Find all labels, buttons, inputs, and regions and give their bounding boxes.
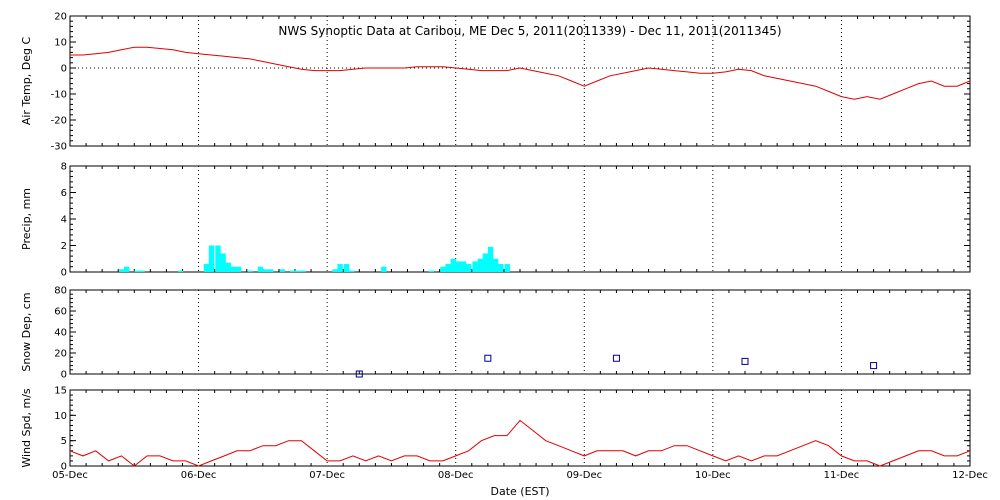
panel-frame	[69, 389, 971, 467]
x-tick-label: 10-Dec	[695, 470, 731, 481]
precip-bar	[300, 270, 306, 272]
precip-bar	[337, 264, 343, 272]
precip-bar	[445, 264, 451, 272]
y-tick-label: 0	[61, 370, 67, 381]
precip-bar	[477, 258, 483, 272]
precip-bar	[428, 270, 435, 272]
precip-bar	[295, 270, 301, 272]
y-tick-label: 20	[54, 12, 67, 23]
precip-bar	[504, 264, 510, 272]
series-line	[70, 46, 971, 100]
precip-bar	[460, 261, 467, 272]
y-tick-label: 0	[61, 64, 67, 75]
panel-4: 15 10 5 0 Wind Spd, m/s 05-Dec 06-Dec 07-Dec 08-…	[20, 386, 988, 499]
y-tick-label: 15	[54, 386, 67, 397]
snow-depth-point	[612, 354, 620, 362]
y-tick-label: -10	[51, 90, 67, 101]
snow-depth-point	[484, 354, 492, 362]
x-tick-label: 09-Dec	[566, 470, 602, 481]
y-tick-label: 2	[61, 241, 67, 252]
x-tick-label: 11-Dec	[824, 470, 860, 481]
precip-bar	[466, 264, 472, 272]
precip-bar	[493, 258, 499, 272]
precip-bar	[262, 269, 269, 272]
precip-bar	[203, 264, 210, 272]
precip-bar	[279, 269, 285, 272]
panel-frame	[69, 165, 971, 273]
precip-bar	[208, 245, 215, 272]
y-tick-label: 60	[54, 307, 67, 318]
precip-bar	[498, 264, 504, 272]
precip-bar	[268, 269, 274, 272]
y-tick-label: 5	[61, 436, 67, 447]
precip-bar	[247, 270, 253, 272]
x-axis-title: Date (EST)	[490, 485, 549, 498]
y-tick-label: 80	[54, 286, 67, 297]
x-tick-label: 05-Dec	[52, 470, 88, 481]
precip-bar	[487, 246, 494, 272]
panel-frame	[69, 289, 971, 375]
chart-title: NWS Synoptic Data at Caribou, ME Dec 5, …	[278, 24, 781, 38]
precip-bar	[455, 261, 462, 272]
precip-bar	[230, 266, 237, 272]
y-axis-title: Air Temp, Deg C	[20, 37, 33, 126]
y-axis-title: Snow Dep, cm	[20, 292, 33, 371]
panel-2: 8 6 4 2 0 Precip, mm	[20, 162, 971, 279]
y-axis-title: Wind Spd, m/s	[20, 388, 33, 468]
precip-bar	[225, 262, 231, 272]
y-tick-label: -20	[51, 116, 67, 127]
x-tick-label: 12-Dec	[952, 470, 988, 481]
snow-depth-point	[741, 357, 749, 365]
precip-bar	[343, 264, 350, 272]
series-line	[69, 419, 971, 467]
precip-bar	[472, 261, 478, 272]
y-tick-label: 40	[54, 328, 67, 339]
x-tick-label: 08-Dec	[438, 470, 474, 481]
precip-bar	[220, 253, 226, 272]
y-tick-label: 20	[54, 349, 67, 360]
y-tick-label: -30	[51, 142, 67, 153]
y-tick-label: 0	[61, 462, 67, 473]
precip-bar	[482, 253, 489, 272]
precip-bar	[332, 269, 338, 272]
precip-bar	[381, 266, 387, 272]
y-tick-label: 0	[61, 268, 67, 279]
panel-3: 80 60 40 20 0 Snow Dep, cm	[20, 286, 971, 381]
y-tick-label: 10	[54, 411, 67, 422]
precip-bar	[178, 270, 184, 272]
precip-bar	[289, 270, 296, 272]
precip-bar	[450, 258, 456, 272]
precip-bar	[139, 270, 145, 272]
snow-depth-point	[870, 362, 878, 370]
panel-1: 20 10 0 -10 -20 -30 Air Temp, Deg C NWS Synopti…	[20, 12, 971, 153]
precip-bar	[440, 266, 446, 272]
y-axis-title: Precip, mm	[20, 188, 33, 250]
precip-bar	[257, 266, 264, 272]
precip-bar	[134, 270, 140, 272]
precip-bar	[349, 270, 355, 272]
precip-bar	[118, 269, 125, 272]
precip-bar	[235, 266, 242, 272]
x-tick-label: 06-Dec	[181, 470, 217, 481]
x-tick-label: 07-Dec	[309, 470, 345, 481]
precip-bar	[215, 245, 221, 272]
y-tick-label: 8	[61, 162, 67, 173]
y-tick-label: 4	[61, 215, 67, 226]
y-tick-label: 10	[54, 38, 67, 49]
snow-depth-point	[355, 370, 363, 378]
y-tick-label: 6	[61, 188, 67, 199]
precip-bar	[124, 266, 130, 272]
